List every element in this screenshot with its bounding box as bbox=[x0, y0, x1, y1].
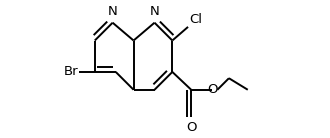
Text: N: N bbox=[149, 5, 159, 18]
Text: O: O bbox=[186, 121, 196, 134]
Text: O: O bbox=[207, 83, 217, 96]
Text: N: N bbox=[108, 5, 117, 18]
Text: Br: Br bbox=[63, 65, 78, 78]
Text: Cl: Cl bbox=[189, 13, 202, 26]
